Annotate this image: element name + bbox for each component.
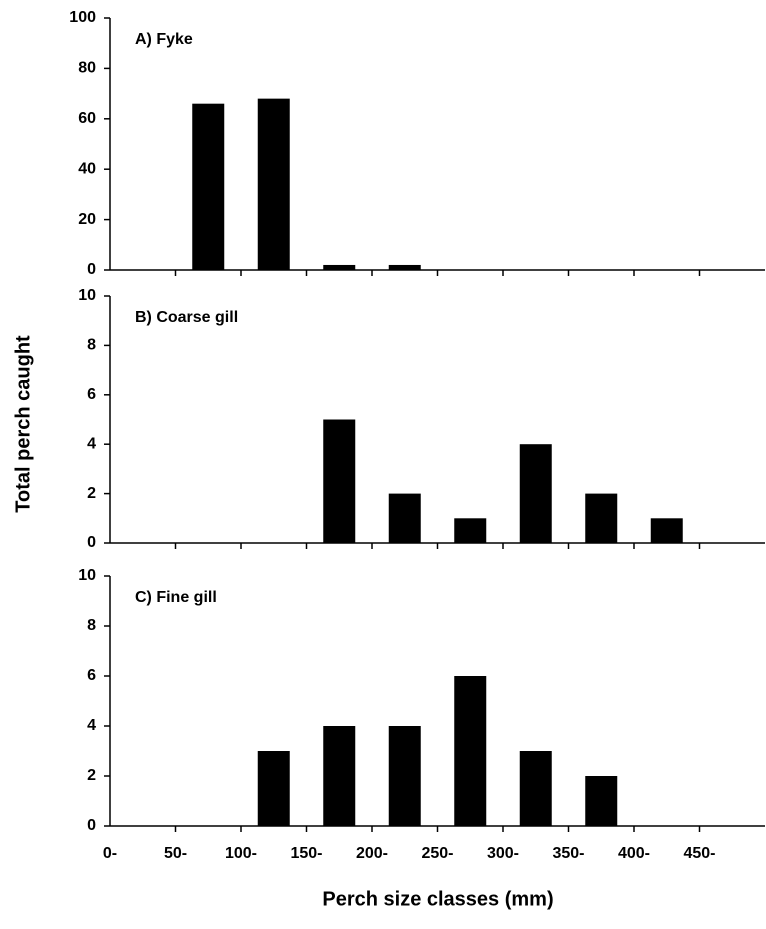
- x-tick-label: 100-: [225, 845, 257, 862]
- y-tick-label: 60: [78, 110, 96, 127]
- bar: [585, 493, 618, 543]
- x-tick-label: 250-: [421, 845, 453, 862]
- x-tick-label: 0-: [103, 845, 117, 862]
- y-tick-label: 100: [69, 9, 96, 26]
- bar: [388, 264, 421, 270]
- y-tick-label: 20: [78, 211, 96, 228]
- bar: [257, 751, 290, 826]
- bar: [257, 98, 290, 270]
- bar: [519, 444, 552, 543]
- x-axis-label: Perch size classes (mm): [322, 888, 553, 910]
- y-tick-label: 2: [87, 485, 96, 502]
- x-tick-label: 400-: [618, 845, 650, 862]
- x-tick-label: 50-: [164, 845, 187, 862]
- bar: [192, 103, 225, 271]
- y-tick-label: 2: [87, 767, 96, 784]
- y-tick-label: 40: [78, 160, 96, 177]
- bar: [323, 419, 356, 543]
- x-tick-label: 450-: [683, 845, 715, 862]
- y-tick-label: 10: [78, 287, 96, 304]
- y-tick-label: 10: [78, 567, 96, 584]
- y-tick-label: 80: [78, 60, 96, 77]
- x-tick-label: 300-: [487, 845, 519, 862]
- bar: [585, 776, 618, 826]
- bar: [323, 264, 356, 270]
- x-tick-label: 200-: [356, 845, 388, 862]
- bar: [323, 726, 356, 826]
- y-tick-label: 0: [87, 534, 96, 551]
- y-tick-label: 8: [87, 337, 96, 354]
- bar: [388, 726, 421, 826]
- y-tick-label: 8: [87, 617, 96, 634]
- panel-title: B) Coarse gill: [135, 309, 238, 326]
- y-tick-label: 6: [87, 667, 96, 684]
- y-tick-label: 0: [87, 261, 96, 278]
- y-tick-label: 6: [87, 386, 96, 403]
- x-tick-label: 350-: [552, 845, 584, 862]
- y-tick-label: 4: [87, 435, 96, 452]
- y-axis-label: Total perch caught: [12, 335, 34, 513]
- panel-title: A) Fyke: [135, 31, 193, 48]
- x-tick-label: 150-: [290, 845, 322, 862]
- panel-title: C) Fine gill: [135, 589, 217, 606]
- bar: [650, 518, 683, 543]
- y-tick-label: 0: [87, 817, 96, 834]
- bar: [519, 751, 552, 826]
- bar: [454, 518, 487, 543]
- y-tick-label: 4: [87, 717, 96, 734]
- bar: [388, 493, 421, 543]
- bar: [454, 676, 487, 826]
